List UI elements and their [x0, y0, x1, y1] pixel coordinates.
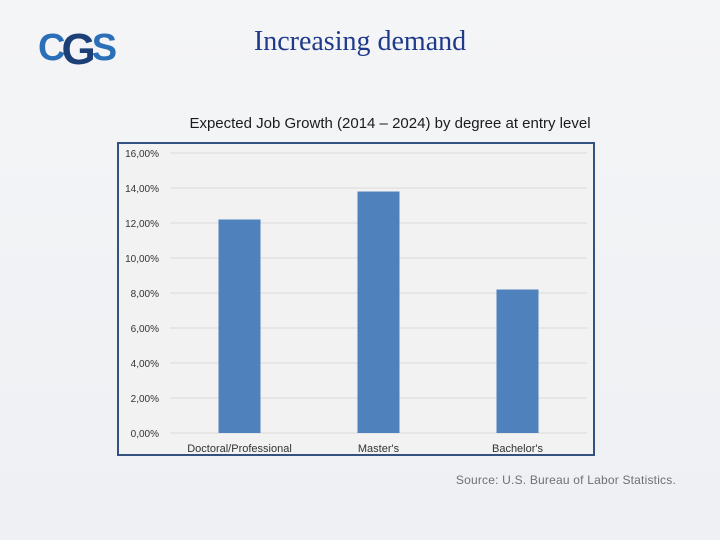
bar: [357, 191, 400, 433]
x-category-label: Bachelor's: [492, 443, 544, 455]
chart-title: Expected Job Growth (2014 – 2024) by deg…: [189, 115, 591, 132]
slide-title: Increasing demand: [253, 26, 467, 57]
y-tick-label: 10,00%: [125, 254, 159, 265]
x-category-label: Doctoral/Professional: [187, 443, 292, 455]
y-tick-label: 6,00%: [131, 324, 159, 335]
y-tick-label: 14,00%: [125, 184, 159, 195]
y-tick-label: 16,00%: [125, 149, 159, 160]
cgs-logo: CGS: [38, 25, 118, 70]
y-tick-label: 0,00%: [131, 429, 159, 440]
y-tick-label: 8,00%: [131, 289, 159, 300]
y-tick-label: 12,00%: [125, 219, 159, 230]
y-tick-label: 4,00%: [131, 359, 159, 370]
y-tick-label: 2,00%: [131, 394, 159, 405]
bar: [496, 289, 539, 433]
bar: [218, 219, 261, 433]
source-note: Source: U.S. Bureau of Labor Statistics.: [455, 473, 676, 487]
x-category-label: Master's: [358, 443, 400, 455]
